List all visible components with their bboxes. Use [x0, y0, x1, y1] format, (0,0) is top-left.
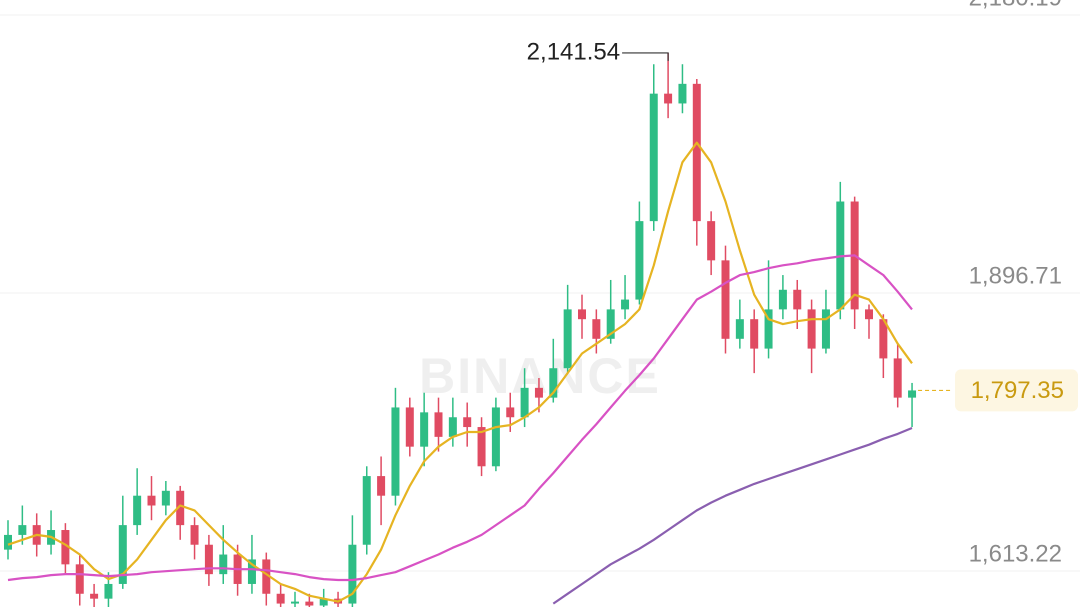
candle-body — [448, 417, 457, 437]
candle-body — [534, 387, 543, 398]
candle-body — [190, 525, 199, 545]
last-price-label: 1,797.35 — [971, 377, 1064, 404]
candle-body — [61, 530, 70, 565]
candle-body — [649, 93, 658, 222]
annotation-label: 2,141.54 — [527, 38, 620, 65]
candle-body — [133, 495, 142, 526]
candle-body — [420, 412, 429, 447]
candle-body — [707, 221, 716, 261]
candle-body — [4, 534, 12, 550]
candle-body — [491, 407, 500, 467]
candle-body — [18, 525, 27, 535]
candle-body — [377, 476, 386, 496]
candle-body — [247, 559, 256, 584]
candle-body — [549, 368, 558, 398]
candle-body — [592, 319, 601, 339]
last-price-box — [955, 369, 1078, 412]
ma-line — [552, 426, 913, 605]
candle-body — [434, 412, 443, 437]
candle-body — [75, 564, 84, 594]
candle-body — [362, 476, 371, 545]
candle-body — [477, 427, 486, 467]
candle-body — [563, 309, 572, 369]
candle-body — [276, 593, 285, 604]
overlay: 2,180.19 1,896.71 1,613.22 2,141.54 1,797.35 — [527, 0, 1078, 567]
ma-line — [7, 254, 913, 582]
candle-body — [821, 309, 830, 349]
candle-body — [635, 221, 644, 300]
candle-body — [908, 390, 917, 398]
candle-body — [606, 309, 615, 339]
candle-body — [176, 490, 185, 526]
candle-body — [692, 83, 701, 222]
candle-body — [463, 417, 472, 428]
candle-body — [520, 387, 529, 418]
candle-body — [90, 593, 99, 599]
candle-body — [807, 309, 816, 349]
candle-body — [319, 598, 328, 606]
candle-body — [678, 83, 687, 104]
candle-body — [793, 289, 802, 310]
candle-body — [219, 554, 228, 575]
candle-body — [879, 319, 888, 359]
candle-body — [721, 260, 730, 339]
candle-body — [893, 358, 902, 398]
annotation-leader — [622, 52, 669, 61]
candle-body — [118, 525, 127, 584]
candle-body — [291, 601, 299, 604]
candle-body — [161, 490, 170, 506]
ma-line — [7, 141, 913, 603]
candle-body — [621, 299, 630, 310]
candle-body — [735, 319, 744, 339]
candle-body — [262, 559, 271, 594]
candle-body — [664, 93, 673, 104]
candle-body — [865, 309, 873, 320]
candle-body — [778, 289, 787, 310]
candle-body — [764, 309, 773, 349]
plot-area — [4, 52, 917, 607]
y-tick-label: 1,613.22 — [969, 540, 1062, 567]
y-tick-label: 1,896.71 — [969, 262, 1062, 289]
candle-body — [204, 544, 213, 575]
candle-body — [391, 407, 400, 496]
candle-body — [348, 544, 357, 604]
candle-body — [104, 583, 113, 599]
candle-body — [305, 601, 314, 606]
candle-body — [750, 319, 759, 349]
candle-body — [578, 309, 586, 320]
candle-body — [147, 495, 156, 506]
y-tick-label: 2,180.19 — [969, 0, 1062, 11]
candle-body — [405, 407, 414, 447]
candle-body — [506, 407, 515, 418]
